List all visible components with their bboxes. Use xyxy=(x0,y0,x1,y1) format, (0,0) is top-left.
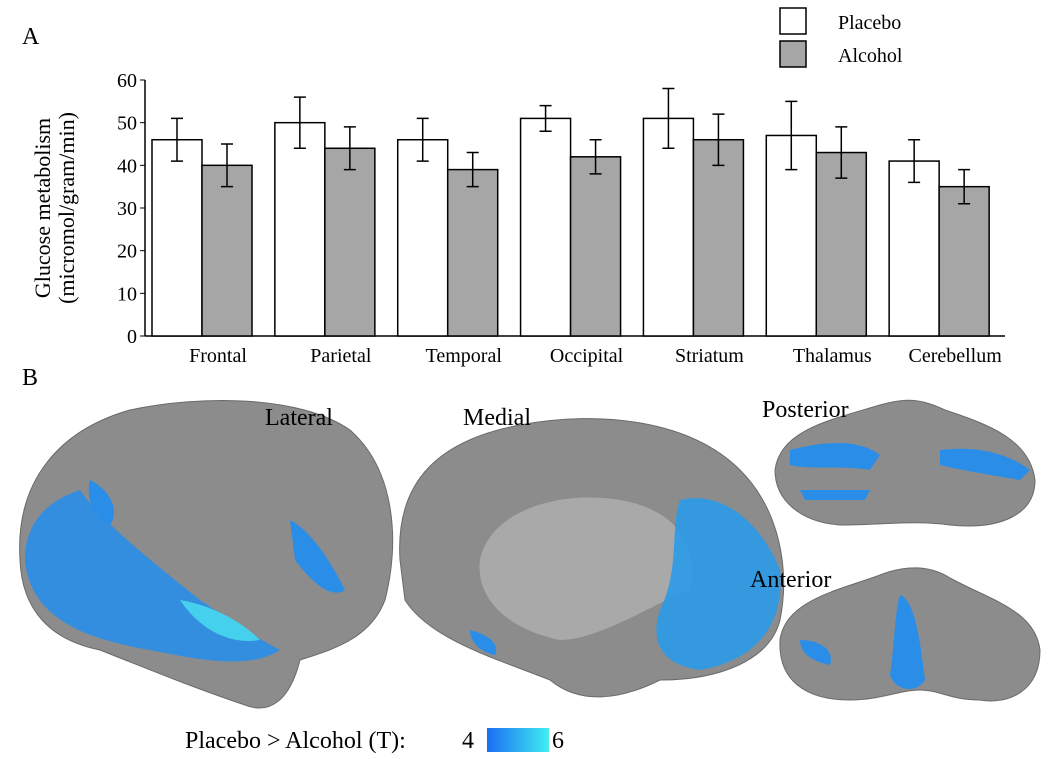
y-axis-label: Glucose metabolism xyxy=(30,118,55,298)
error-bar xyxy=(908,138,921,184)
cerebellum-anterior xyxy=(779,567,1041,702)
x-tick-label: Parietal xyxy=(310,345,372,367)
colorbar-max: 6 xyxy=(552,728,564,754)
error-bar xyxy=(712,113,725,167)
y-tick-label: 50 xyxy=(117,113,137,135)
error-bar xyxy=(343,126,356,171)
error-bar xyxy=(221,143,233,188)
y-tick-label: 0 xyxy=(127,326,137,348)
bar xyxy=(446,168,499,337)
x-tick-label: Occipital xyxy=(550,345,624,367)
error-bar xyxy=(662,87,675,150)
legend-label: Placebo xyxy=(838,12,901,34)
x-tick-label: Temporal xyxy=(426,345,503,367)
bar xyxy=(692,138,745,337)
legend-label: Alcohol xyxy=(838,45,903,67)
bar xyxy=(642,117,695,337)
x-tick-label: Thalamus xyxy=(793,345,872,367)
x-tick-label: Striatum xyxy=(675,345,744,367)
bar xyxy=(201,164,253,337)
bar xyxy=(938,185,990,337)
colorbar-label: Placebo > Alcohol (T): xyxy=(185,728,406,754)
bar xyxy=(569,156,622,337)
bar xyxy=(151,138,203,337)
y-tick-label: 30 xyxy=(117,198,137,220)
bar xyxy=(888,160,940,337)
y-tick-label: 40 xyxy=(117,155,137,177)
error-bar xyxy=(293,96,306,150)
bar xyxy=(396,138,449,337)
view-label: Posterior xyxy=(762,397,849,423)
error-bar xyxy=(958,168,971,205)
view-label: Lateral xyxy=(265,405,333,431)
x-tick-label: Frontal xyxy=(189,345,247,367)
error-bar xyxy=(785,100,798,171)
legend-swatch xyxy=(779,40,807,68)
y-tick-label: 20 xyxy=(117,241,137,263)
view-label: Medial xyxy=(463,405,531,431)
colorbar xyxy=(487,728,549,752)
bar xyxy=(519,117,572,337)
y-tick-label: 60 xyxy=(117,70,137,92)
panel-label: B xyxy=(22,365,38,391)
colorbar-min: 4 xyxy=(462,728,474,754)
error-bar xyxy=(835,126,848,179)
bar xyxy=(324,147,376,337)
error-bar xyxy=(416,117,429,162)
error-bar xyxy=(466,151,479,188)
panel-label: A xyxy=(22,24,40,50)
brain-lateral xyxy=(19,400,394,709)
bar xyxy=(274,121,326,337)
cerebellum-posterior xyxy=(774,399,1036,527)
x-tick-label: Cerebellum xyxy=(908,345,1002,367)
view-label: Anterior xyxy=(750,567,831,593)
error-bar xyxy=(539,104,552,132)
legend-swatch xyxy=(779,7,807,35)
error-bar xyxy=(589,138,602,175)
y-axis-label: (micromol/gram/min) xyxy=(54,112,79,304)
bar xyxy=(815,151,868,337)
error-bar xyxy=(171,117,183,162)
y-tick-label: 10 xyxy=(117,283,137,305)
brain-medial xyxy=(399,418,785,698)
